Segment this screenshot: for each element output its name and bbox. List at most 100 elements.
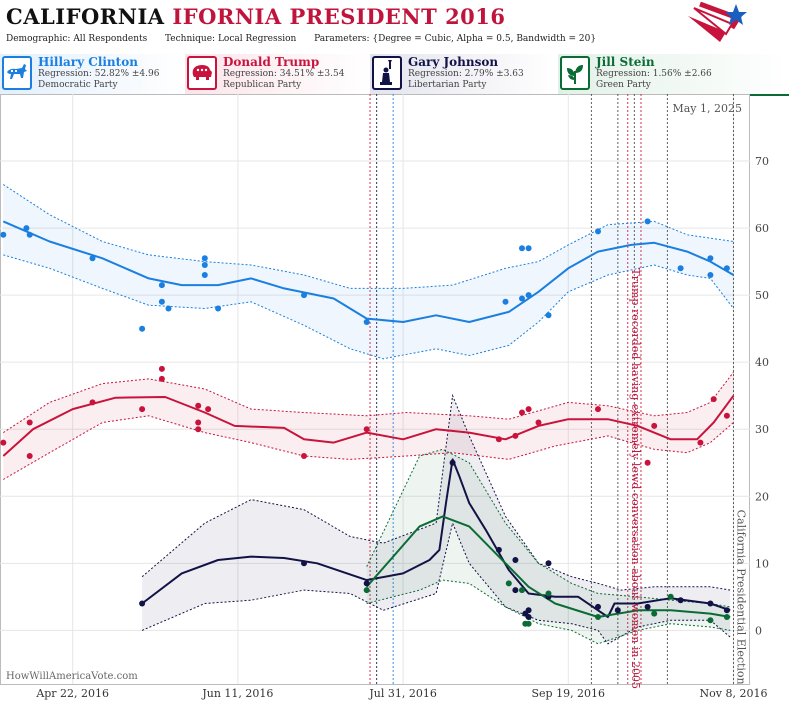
poll-point xyxy=(677,597,684,604)
poll-point xyxy=(545,590,552,597)
poll-point xyxy=(710,396,717,403)
poll-point xyxy=(525,620,532,627)
trend-line xyxy=(2,395,735,457)
poll-point xyxy=(707,600,714,607)
lower-bound-line xyxy=(3,415,734,480)
poll-point xyxy=(495,546,502,553)
y-tick-label: 70 xyxy=(755,155,769,168)
x-tick-label: Jun 11, 2016 xyxy=(201,687,273,700)
poll-point xyxy=(677,265,684,272)
poll-point xyxy=(301,560,307,567)
poll-point xyxy=(723,607,730,614)
poll-point xyxy=(158,298,165,305)
x-tick-label: Apr 22, 2016 xyxy=(35,687,109,700)
poll-point xyxy=(89,255,96,262)
poll-point xyxy=(644,218,651,225)
demographic-value: All Respondents xyxy=(73,34,148,44)
poll-point xyxy=(0,439,7,446)
date-stamp: May 1, 2025 xyxy=(672,102,742,115)
poll-point xyxy=(512,432,519,439)
poll-point xyxy=(195,426,202,433)
y-tick-label: 10 xyxy=(755,557,769,570)
candidate-clinton: Hillary Clinton Regression: 52.82% ±4.96… xyxy=(0,54,185,96)
poll-point xyxy=(449,459,456,466)
poll-point xyxy=(158,282,165,289)
poll-point xyxy=(519,245,525,252)
poll-point xyxy=(595,406,601,413)
poll-point xyxy=(519,295,525,302)
confidence-band xyxy=(366,449,731,644)
poll-point xyxy=(651,422,658,429)
poll-point xyxy=(512,587,519,594)
poll-point xyxy=(23,225,30,232)
poll-point xyxy=(215,305,222,312)
y-tick-label: 40 xyxy=(755,356,769,369)
poll-point xyxy=(595,614,601,620)
poll-point xyxy=(26,231,33,238)
poll-point xyxy=(26,419,33,426)
poll-point xyxy=(0,231,7,238)
poll-point xyxy=(723,265,730,272)
poll-point xyxy=(519,409,525,416)
poll-point xyxy=(201,262,208,268)
poll-point xyxy=(195,402,202,409)
y-tick-label: 0 xyxy=(755,624,762,637)
poll-point xyxy=(707,272,714,278)
candidate-trump: Donald Trump Regression: 34.51% ±3.54 Re… xyxy=(185,54,370,96)
title-race: IFORNIA PRESIDENT 2016 xyxy=(172,4,506,29)
poll-point xyxy=(301,453,307,459)
poll-point xyxy=(545,560,552,567)
candidate-regression: Regression: 34.51% ±3.54 xyxy=(223,69,345,79)
poll-point xyxy=(595,228,601,235)
x-tick-label: Jul 31, 2016 xyxy=(368,687,437,700)
poll-point xyxy=(195,419,202,426)
event-annotation: California Presidential Election xyxy=(734,510,747,685)
poll-point xyxy=(301,292,307,299)
page-title: CALIFORNIA IFORNIA PRESIDENT 2016 xyxy=(6,4,506,29)
candidate-name: Donald Trump xyxy=(223,55,320,69)
candidate-regression: Regression: 1.56% ±2.66 xyxy=(596,69,712,79)
demographic-label: Demographic: xyxy=(6,34,71,44)
candidate-regression: Regression: 52.82% ±4.96 xyxy=(38,69,160,79)
flag-logo-icon xyxy=(688,2,747,42)
candidate-party: Republican Party xyxy=(223,80,302,90)
trend-line xyxy=(365,515,731,618)
elephant-icon xyxy=(187,56,217,90)
poll-point xyxy=(495,436,502,443)
poll-point xyxy=(89,399,96,406)
statue-of-liberty-icon xyxy=(372,56,402,90)
poll-point xyxy=(723,412,730,419)
parameters-label: Parameters: xyxy=(314,34,370,44)
poll-point xyxy=(667,593,674,600)
upper-bound-line xyxy=(3,371,734,434)
poll-point xyxy=(535,419,542,426)
poll-point xyxy=(201,255,208,262)
plot-area xyxy=(0,94,750,685)
donkey-icon xyxy=(2,56,32,90)
technique-value: Local Regression xyxy=(217,34,297,44)
poll-point xyxy=(519,587,525,594)
poll-point xyxy=(651,610,658,617)
poll-point xyxy=(595,603,601,610)
poll-point xyxy=(644,603,651,610)
x-tick-label: Sep 19, 2016 xyxy=(531,687,605,700)
poll-point xyxy=(139,325,146,332)
trend-line xyxy=(141,458,731,618)
poll-point xyxy=(525,245,532,252)
poll-point xyxy=(525,292,532,299)
candidate-party: Libertarian Party xyxy=(408,80,487,90)
poll-point xyxy=(201,272,208,278)
x-tick-label: Nov 8, 2016 xyxy=(700,687,768,700)
poll-point xyxy=(697,439,704,446)
y-tick-label: 60 xyxy=(755,222,769,235)
lower-bound-line xyxy=(366,579,731,645)
poll-trend-chart: 0 10 20 30 40 50 60 70 Apr 22, 2016 Jun 11, 2016 J… xyxy=(0,94,769,700)
candidate-party: Green Party xyxy=(596,80,651,90)
plant-icon xyxy=(560,56,590,90)
poll-point xyxy=(614,607,621,614)
lower-bound-line xyxy=(141,521,731,645)
candidate-regression: Regression: 2.79% ±3.63 xyxy=(408,69,524,79)
poll-point xyxy=(26,453,33,459)
candidate-legend: Hillary Clinton Regression: 52.82% ±4.96… xyxy=(0,54,789,96)
title-state: CALIFORNIA xyxy=(6,4,165,29)
